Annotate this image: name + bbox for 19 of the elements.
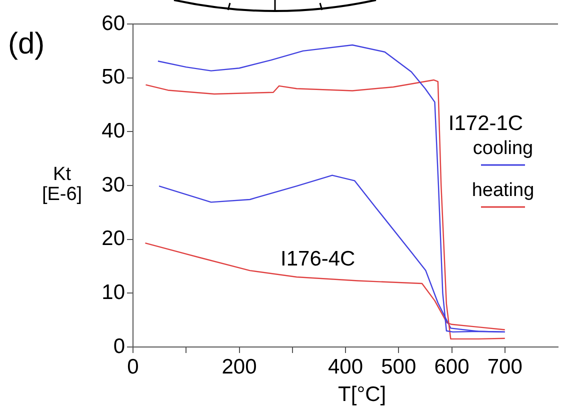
x-tick-label: 700 (487, 355, 522, 378)
y-tick-label: 40 (102, 119, 125, 142)
x-tick-label: 400 (328, 355, 364, 378)
x-tick-label: 500 (381, 355, 416, 378)
y-tick-label: 60 (102, 12, 125, 35)
y-tick-label: 0 (113, 334, 125, 358)
y-tick-label: 50 (102, 66, 125, 89)
series-label: cooling (472, 138, 534, 160)
annotation: I176-4C (280, 248, 356, 271)
y-tick-label: 10 (102, 280, 125, 304)
x-axis-title: T[°C] (338, 382, 386, 406)
y-tick-label: 20 (102, 227, 125, 250)
y-axis-title: Kt [E-6] (42, 164, 82, 206)
series-label: heating (472, 180, 534, 202)
x-tick-label: 200 (222, 355, 257, 378)
chart-title: (d) (8, 27, 45, 60)
x-tick-label: 600 (434, 355, 470, 378)
y-tick-label: 30 (102, 173, 125, 196)
annotation: I172-1C (448, 112, 524, 135)
